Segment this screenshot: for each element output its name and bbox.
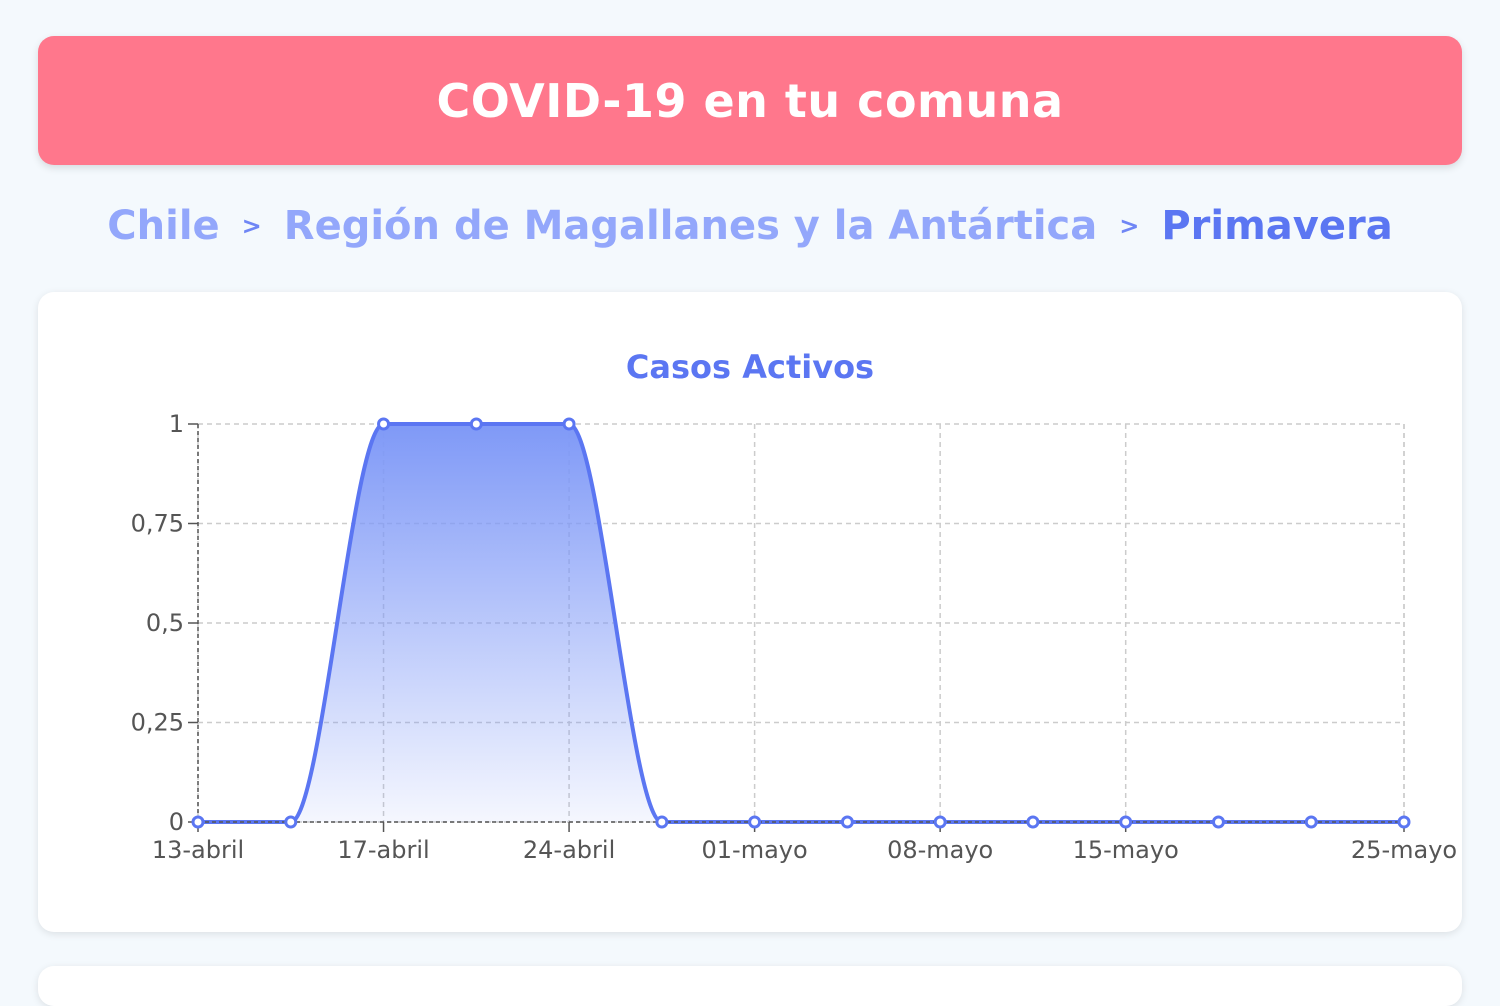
data-point[interactable]: [1026, 815, 1040, 829]
x-tick-label: 15-mayo: [1073, 836, 1179, 864]
breadcrumb-region[interactable]: Región de Magallanes y la Antártica: [283, 203, 1098, 249]
chart-axes: 0 0,25 0,5 0,75 1 13-abril 17-abril 24-abril 01-…: [131, 410, 1458, 864]
chart-card: Casos Activos 0 0,25 0,5 0,75 1 13-abril 17-ab…: [38, 292, 1462, 932]
data-point[interactable]: [1119, 815, 1133, 829]
area-fill: [198, 424, 1404, 822]
breadcrumb-separator-icon: >: [241, 212, 262, 240]
y-tick-label: 1: [169, 410, 184, 438]
x-tick-label: 25-mayo: [1351, 836, 1457, 864]
x-tick-label: 08-mayo: [887, 836, 993, 864]
chart-points: [191, 417, 1411, 829]
data-point[interactable]: [655, 815, 669, 829]
data-point[interactable]: [1211, 815, 1225, 829]
breadcrumb-commune: Primavera: [1161, 203, 1393, 249]
data-point[interactable]: [191, 815, 205, 829]
y-tick-label: 0,25: [131, 709, 184, 737]
y-tick-label: 0,75: [131, 510, 184, 538]
x-tick-label: 01-mayo: [702, 836, 808, 864]
data-point[interactable]: [284, 815, 298, 829]
data-point[interactable]: [562, 417, 576, 431]
data-point[interactable]: [748, 815, 762, 829]
data-point[interactable]: [1304, 815, 1318, 829]
y-tick-label: 0: [169, 808, 184, 836]
x-tick-label: 17-abril: [337, 836, 429, 864]
chart-title: Casos Activos: [625, 348, 875, 386]
page-header: COVID-19 en tu comuna: [38, 36, 1462, 165]
data-point[interactable]: [1397, 815, 1411, 829]
active-cases-chart: 0 0,25 0,5 0,75 1 13-abril 17-abril 24-abril 01-…: [131, 410, 1458, 864]
page-title: COVID-19 en tu comuna: [436, 73, 1064, 128]
data-point[interactable]: [840, 815, 854, 829]
next-card: [38, 966, 1462, 1006]
breadcrumb-country[interactable]: Chile: [107, 203, 220, 249]
x-tick-label: 13-abril: [152, 836, 244, 864]
data-point[interactable]: [469, 417, 483, 431]
data-point[interactable]: [377, 417, 391, 431]
breadcrumb: Chile > Región de Magallanes y la Antárt…: [0, 196, 1500, 256]
data-point[interactable]: [933, 815, 947, 829]
x-tick-label: 24-abril: [523, 836, 615, 864]
breadcrumb-separator-icon: >: [1119, 212, 1140, 240]
y-tick-label: 0,5: [146, 609, 184, 637]
